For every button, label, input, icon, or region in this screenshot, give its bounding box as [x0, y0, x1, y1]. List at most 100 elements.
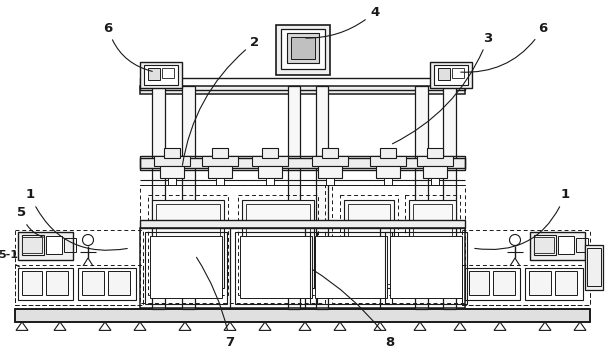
Bar — [160, 166, 184, 178]
Bar — [18, 268, 73, 300]
Bar — [46, 271, 68, 295]
Bar — [276, 25, 330, 75]
Bar — [46, 236, 62, 254]
Bar — [140, 156, 465, 170]
Circle shape — [82, 234, 94, 245]
Bar — [22, 237, 42, 253]
Bar — [15, 309, 590, 322]
Polygon shape — [54, 322, 66, 330]
Polygon shape — [414, 322, 426, 330]
Bar — [585, 245, 603, 290]
Bar — [344, 200, 394, 288]
Bar — [348, 204, 390, 284]
Bar — [417, 156, 453, 166]
Bar — [64, 238, 76, 252]
Bar — [262, 148, 278, 158]
Bar — [312, 156, 348, 166]
Bar — [22, 271, 42, 295]
Bar — [431, 178, 439, 185]
Bar — [384, 178, 392, 185]
Polygon shape — [334, 322, 346, 330]
Bar — [370, 156, 406, 166]
Bar — [534, 235, 556, 255]
Bar — [310, 232, 392, 304]
Bar — [152, 86, 165, 309]
Bar — [212, 148, 228, 158]
Bar — [332, 185, 465, 303]
Polygon shape — [134, 322, 146, 330]
Bar — [242, 200, 314, 288]
Bar — [316, 86, 328, 309]
Text: 8: 8 — [312, 270, 394, 349]
Bar — [287, 33, 319, 63]
Circle shape — [509, 234, 520, 245]
Bar — [462, 265, 590, 305]
Bar — [376, 166, 400, 178]
Bar — [390, 236, 462, 298]
Bar — [22, 235, 44, 255]
Text: 5: 5 — [18, 206, 44, 237]
Polygon shape — [299, 322, 311, 330]
Bar — [438, 68, 450, 80]
Bar — [555, 271, 577, 295]
Bar — [208, 166, 232, 178]
Bar — [558, 236, 574, 254]
Bar — [15, 309, 590, 322]
Bar — [405, 195, 460, 295]
Bar — [258, 166, 282, 178]
Bar — [315, 236, 387, 298]
Bar — [240, 236, 312, 298]
Text: 1: 1 — [475, 189, 569, 250]
Text: 6: 6 — [103, 21, 152, 71]
Bar — [340, 195, 398, 295]
Bar — [443, 86, 456, 309]
Bar — [140, 220, 465, 228]
Text: 1: 1 — [25, 189, 127, 250]
Bar — [423, 166, 447, 178]
Bar — [216, 178, 224, 185]
Polygon shape — [374, 322, 386, 330]
Bar — [140, 228, 465, 308]
Bar — [202, 156, 238, 166]
Bar — [380, 148, 396, 158]
Bar — [462, 230, 590, 305]
Bar — [266, 178, 274, 185]
Polygon shape — [179, 322, 191, 330]
Bar — [148, 68, 160, 80]
Bar — [493, 271, 515, 295]
Bar — [427, 148, 443, 158]
Bar — [145, 232, 227, 304]
Bar — [108, 271, 130, 295]
Polygon shape — [454, 322, 466, 330]
Bar — [576, 238, 588, 252]
Text: 7: 7 — [197, 257, 235, 349]
Bar — [252, 156, 288, 166]
Bar — [150, 236, 222, 298]
Bar — [238, 195, 318, 295]
Bar — [525, 268, 583, 300]
Bar — [235, 232, 317, 304]
Bar — [246, 204, 310, 284]
Bar — [318, 166, 342, 178]
Bar — [82, 271, 104, 295]
Text: 6: 6 — [461, 21, 548, 72]
Polygon shape — [224, 322, 236, 330]
Polygon shape — [539, 322, 551, 330]
Bar — [534, 237, 554, 253]
Bar — [18, 232, 73, 260]
Bar — [15, 265, 143, 305]
Text: 5-1: 5-1 — [0, 250, 19, 267]
Bar — [140, 62, 182, 88]
Bar — [415, 86, 428, 309]
Bar — [144, 65, 178, 85]
Bar — [140, 185, 325, 303]
Bar — [15, 230, 143, 305]
Bar — [152, 200, 224, 288]
Bar — [140, 86, 465, 94]
Bar — [78, 268, 136, 300]
Bar — [148, 195, 228, 295]
Bar — [326, 178, 334, 185]
Bar — [281, 29, 325, 69]
Bar — [154, 156, 190, 166]
Bar — [288, 86, 300, 309]
